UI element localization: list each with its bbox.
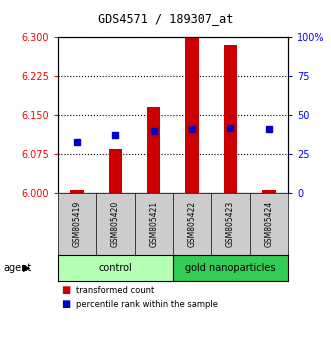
Text: GSM805419: GSM805419 bbox=[72, 201, 82, 247]
Text: percentile rank within the sample: percentile rank within the sample bbox=[76, 300, 218, 309]
Text: ■: ■ bbox=[61, 285, 71, 295]
Bar bbox=[262, 190, 275, 193]
Bar bbox=[109, 149, 122, 193]
Text: agent: agent bbox=[3, 263, 31, 273]
Text: GDS4571 / 189307_at: GDS4571 / 189307_at bbox=[98, 12, 233, 25]
Text: GSM805422: GSM805422 bbox=[188, 201, 197, 247]
Bar bbox=[71, 190, 84, 193]
Text: GSM805421: GSM805421 bbox=[149, 201, 158, 247]
Bar bbox=[224, 45, 237, 193]
Text: gold nanoparticles: gold nanoparticles bbox=[185, 263, 276, 273]
Text: ■: ■ bbox=[61, 299, 71, 309]
Text: transformed count: transformed count bbox=[76, 286, 154, 295]
Bar bbox=[185, 37, 199, 193]
Text: ▶: ▶ bbox=[23, 263, 30, 273]
Text: GSM805424: GSM805424 bbox=[264, 201, 273, 247]
Bar bbox=[147, 107, 161, 193]
Text: control: control bbox=[99, 263, 132, 273]
Text: GSM805420: GSM805420 bbox=[111, 201, 120, 247]
Text: GSM805423: GSM805423 bbox=[226, 201, 235, 247]
